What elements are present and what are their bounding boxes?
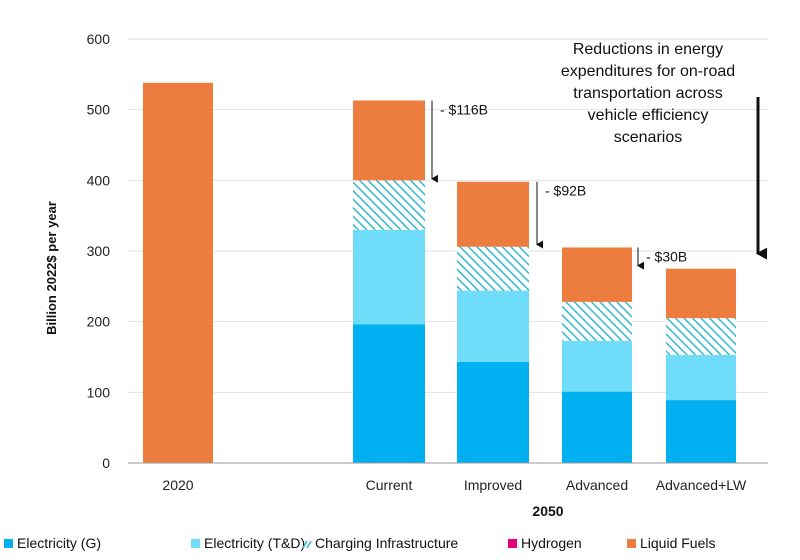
legend: Electricity (G) Electricity (T&D) Charging… [4,535,716,551]
bar-advanced-lw-liquid-fuels [666,268,736,319]
note-line: vehicle efficiency [588,107,709,124]
y-tick-label: 200 [87,314,111,330]
bar-advanced-electricity-g- [562,391,632,463]
x-axis-group-label: 2050 [532,503,563,519]
reduction-annotations: - $116B - $92B - $30B [431,100,687,270]
y-axis-ticks: 0 100 200 300 400 500 600 [87,31,111,471]
bar-advanced-charging-infrastructure [562,301,632,341]
y-tick-label: 600 [87,31,111,47]
bar-improved-electricity-g- [457,361,529,463]
bar-current-liquid-fuels [353,100,425,181]
note-line: Reductions in energy [573,41,723,58]
bar-advanced-lw-electricity-t-d- [666,354,736,401]
note-line: expenditures for on-road [561,63,735,80]
bar-current-electricity-t-d- [353,229,425,325]
bar-improved-liquid-fuels [457,181,529,247]
legend-label: Electricity (G) [17,535,101,551]
bar-advanced-electricity-t-d- [562,340,632,392]
x-tick-label: 2020 [162,477,193,493]
legend-swatch [4,539,13,548]
bar-advanced-lw-charging-infrastructure [666,318,736,355]
bar-current-electricity-g- [353,324,425,463]
x-tick-label: Improved [464,477,522,493]
bar-2020-liquid-fuels [143,82,213,464]
note-annotation: Reductions in energy expenditures for on-… [561,41,767,260]
y-axis-label: Billion 2022$ per year [44,201,59,335]
x-tick-label: Advanced+LW [656,477,747,493]
x-axis-categories: 2020 Current Improved Advanced Advanced+LW [162,477,747,493]
y-tick-label: 300 [87,243,111,259]
legend-swatch [508,539,517,548]
gridlines [128,38,768,393]
reduction-label: - $92B [545,183,586,199]
x-tick-label: Advanced [566,477,628,493]
bars [143,82,736,464]
bar-advanced-lw-electricity-g- [666,400,736,463]
bar-advanced-liquid-fuels [562,247,632,302]
bar-current-charging-infrastructure [353,180,425,230]
legend-swatch [302,540,312,549]
note-line: scenarios [614,129,682,146]
reduction-label: - $116B [440,101,488,117]
y-tick-label: 500 [87,102,111,118]
bar-improved-charging-infrastructure [457,246,529,291]
legend-label: Electricity (T&D) [204,535,305,551]
legend-label: Hydrogen [521,535,582,551]
legend-label: Charging Infrastructure [315,535,458,551]
y-tick-label: 400 [87,172,111,188]
reduction-label: - $30B [646,248,687,264]
y-tick-label: 0 [102,455,110,471]
x-tick-label: Current [366,477,413,493]
legend-swatch [191,539,200,548]
legend-swatch [627,539,636,548]
note-line: transportation across [573,85,722,102]
legend-label: Liquid Fuels [640,535,716,551]
bar-improved-electricity-t-d- [457,290,529,362]
y-tick-label: 100 [87,384,111,400]
